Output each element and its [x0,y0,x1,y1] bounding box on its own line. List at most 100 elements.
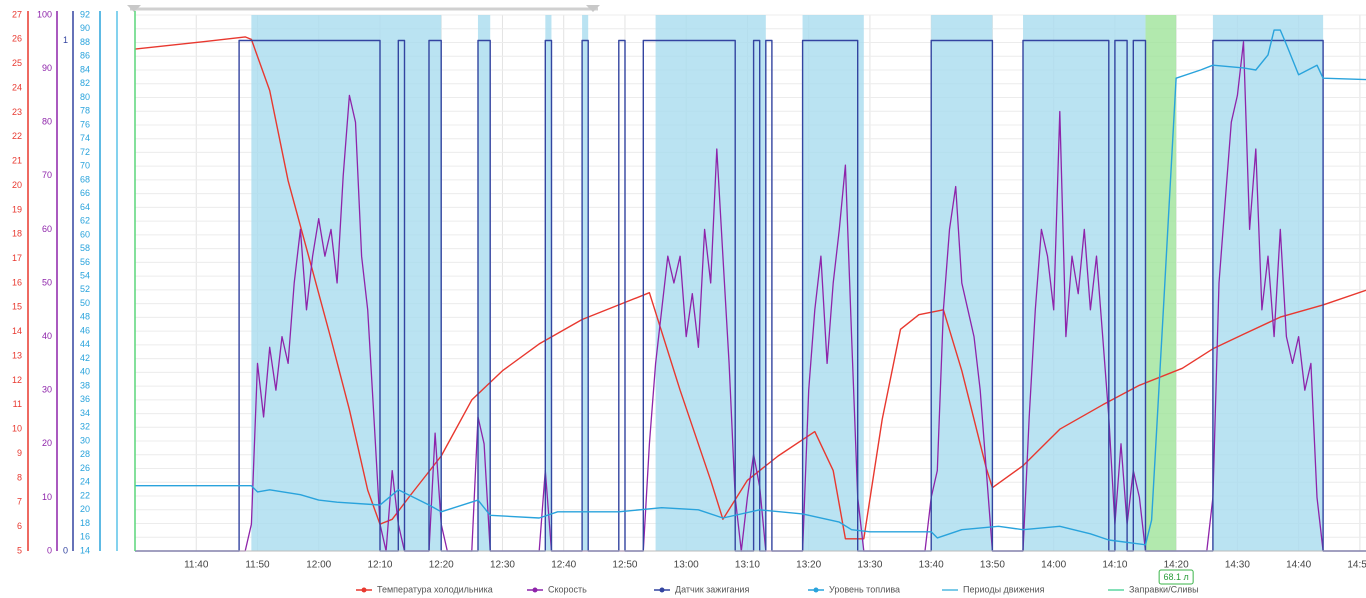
y-tick-label: 30 [42,385,52,395]
y-tick-label: 0 [63,545,68,555]
x-tick-label: 12:20 [429,560,454,571]
y-tick-label: 20 [42,438,52,448]
x-tick-label: 11:40 [184,560,209,571]
y-tick-label: 48 [80,312,90,322]
y-tick-label: 70 [42,170,52,180]
x-tick-label: 14:20 [1164,560,1189,571]
y-tick-label: 0 [47,545,52,555]
scroll-handle[interactable] [127,5,141,12]
y-tick-label: 38 [80,380,90,390]
y-tick-label: 78 [80,106,90,116]
y-tick-label: 56 [80,257,90,267]
y-tick-label: 9 [17,448,22,458]
y-tick-label: 24 [12,82,22,92]
x-tick-label: 12:40 [551,560,576,571]
legend-dot [532,587,538,593]
y-tick-label: 74 [80,133,90,143]
y-tick-label: 80 [42,117,52,127]
x-tick-label: 12:50 [612,560,637,571]
legend-dot [659,587,665,593]
y-tick-label: 27 [12,9,22,19]
x-tick-label: 13:00 [674,560,699,571]
y-tick-label: 16 [12,277,22,287]
y-tick-label: 100 [37,9,52,19]
x-tick-label: 14:40 [1286,560,1311,571]
x-tick-label: 13:20 [796,560,821,571]
x-tick-label: 13:30 [857,560,882,571]
legend: Температура холодильника Скорость Датчик з… [356,584,1199,594]
y-tick-label: 17 [12,253,22,263]
y-tick-label: 11 [13,399,22,409]
y-tick-label: 68 [80,174,90,184]
y-tick-label: 88 [80,37,90,47]
y-tick-label: 66 [80,188,90,198]
legend-label: Заправки/Сливы [1129,584,1199,594]
x-tick-label: 13:40 [919,560,944,571]
period-band [1212,15,1324,551]
y-tick-label: 30 [80,435,90,445]
y-tick-label: 42 [80,353,90,363]
period-band [251,15,442,551]
y-tick-label: 22 [12,131,22,141]
y-tick-label: 25 [12,58,22,68]
x-tick-label: 13:50 [980,560,1005,571]
legend-label: Температура холодильника [377,584,493,594]
x-tick-label: 14:30 [1225,560,1250,571]
y-tick-label: 60 [42,224,52,234]
y-tick-label: 10 [42,492,52,502]
y-tick-label: 1 [63,35,68,45]
period-band [1023,15,1146,551]
period-band [1145,15,1177,551]
y-tick-label: 58 [80,243,90,253]
annotation: 68.1 л [1164,572,1189,582]
y-tick-label: 19 [12,204,22,214]
y-tick-label: 90 [80,23,90,33]
x-tick-label: 12:10 [367,560,392,571]
y-tick-label: 6 [17,521,22,531]
y-tick-label: 64 [80,202,90,212]
legend-label: Уровень топлива [829,584,900,594]
y-tick-label: 13 [12,350,22,360]
series-line [135,29,1366,546]
y-tick-label: 15 [12,302,22,312]
y-tick-label: 20 [12,180,22,190]
y-tick-label: 46 [80,325,90,335]
y-tick-label: 82 [80,78,90,88]
y-tick-label: 34 [80,408,90,418]
x-tick-label: 13:10 [735,560,760,571]
y-tick-label: 14 [12,326,22,336]
x-tick-label: 12:30 [490,560,515,571]
y-tick-label: 23 [12,107,22,117]
y-tick-label: 70 [80,161,90,171]
x-tick-label: 14:50 [1347,560,1366,571]
annotation-box [1158,569,1194,585]
bands [251,15,1324,551]
y-tick-label: 22 [80,490,90,500]
y-tick-label: 14 [80,545,90,555]
y-tick-label: 52 [80,284,90,294]
y-tick-label: 26 [80,463,90,473]
axes: 11:40 11:50 12:00 12:10 12:20 12:30 12:40 12:50… [12,9,1366,585]
legend-label: Периоды движения [963,584,1045,594]
y-tick-label: 60 [80,229,90,239]
period-band [477,15,491,551]
y-tick-label: 44 [80,339,90,349]
y-tick-label: 26 [12,34,22,44]
scroll-handle[interactable] [586,5,600,12]
y-tick-label: 16 [80,532,90,542]
legend-dot [813,587,819,593]
y-tick-label: 40 [80,367,90,377]
y-tick-label: 20 [80,504,90,514]
x-tick-label: 14:00 [1041,560,1066,571]
y-tick-label: 21 [12,156,22,166]
period-band [582,15,589,551]
y-tick-label: 76 [80,119,90,129]
y-tick-label: 36 [80,394,90,404]
y-tick-label: 80 [80,92,90,102]
y-tick-label: 18 [12,229,22,239]
y-tick-label: 50 [42,277,52,287]
y-tick-label: 92 [80,9,90,19]
y-tick-label: 5 [17,545,22,555]
y-tick-label: 24 [80,477,90,487]
